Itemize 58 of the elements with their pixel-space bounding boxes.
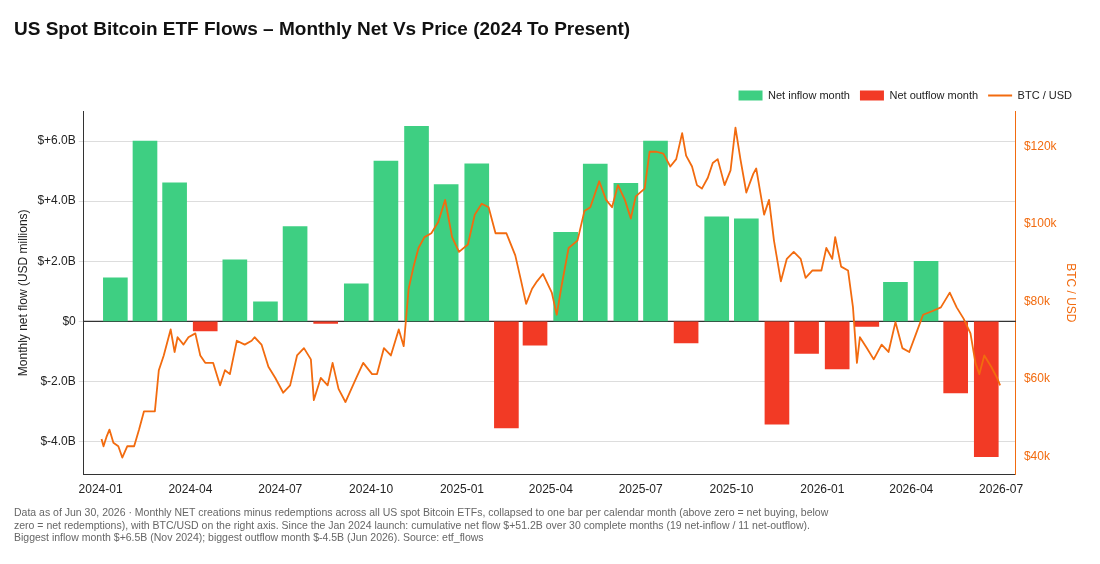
y2-tick-label: $60k	[1023, 371, 1051, 386]
bar	[494, 321, 519, 429]
x-tick-label: 2024-04	[168, 482, 213, 497]
x-tick-label: 2024-10	[349, 482, 394, 497]
bar	[162, 182, 187, 322]
bar	[192, 321, 218, 332]
bar	[643, 140, 668, 322]
bar	[553, 232, 578, 322]
text: Data as of Jun 30, 2026 · Monthly NET creations minus redemptions across all US spot Bitcoin ETFs, collapsed to one bar per calendar month (above zero = net buying, below zero = net redemptions), with BTC/USD on the right axis. Since the Jan 2024 launch: cumulative net flow $+51.2B over 30 complete months (19 net-inflow / 11 net-outflow). Biggest inflow month $+6.5B (Nov 2024); biggest outflow month $-4.5B (Jun 2026). Source: etf_flows	[13, 505, 830, 544]
bar	[913, 260, 939, 322]
x-tick-label: 2025-07	[618, 482, 664, 497]
legend-label: BTC / USD	[1017, 88, 1073, 101]
y-axis-title: Monthly net flow (USD millions)	[15, 209, 30, 377]
y2-tick-label: $120k	[1023, 138, 1058, 153]
x-tick-label: 2026-07	[979, 482, 1024, 497]
bar	[734, 218, 759, 322]
bar	[673, 321, 699, 344]
legend-label: Net outflow month	[889, 88, 979, 101]
x-tick-label: 2024-07	[258, 482, 303, 497]
chart-title: US Spot Bitcoin ETF Flows – Monthly Net Vs Price (2024 To Present)	[13, 17, 632, 41]
y-tick-label: $-2.0B	[40, 373, 76, 388]
bar	[373, 160, 399, 322]
bar	[973, 321, 999, 457]
y2-tick-label: $80k	[1023, 293, 1051, 308]
bar	[522, 321, 548, 346]
bar	[222, 259, 248, 322]
bar	[282, 226, 308, 322]
y2-tick-label: $100k	[1023, 216, 1058, 231]
x-tick-label: 2025-04	[528, 482, 574, 497]
bar	[343, 283, 369, 322]
x-tick-label: 2025-01	[439, 482, 485, 497]
legend-label: Net inflow month	[768, 88, 850, 101]
y2-tick-label: $40k	[1023, 449, 1051, 464]
x-tick-label: 2025-10	[709, 482, 754, 497]
bar	[704, 216, 730, 322]
y2-axis-title: BTC / USD	[1064, 263, 1079, 323]
x-tick-label: 2026-04	[889, 482, 934, 497]
bar	[943, 321, 968, 394]
bar	[854, 321, 880, 327]
y-tick-label: $+4.0B	[37, 193, 76, 208]
bar	[404, 126, 429, 322]
y-tick-label: $0	[62, 313, 77, 328]
y-tick-label: $+2.0B	[37, 253, 76, 268]
bar	[582, 163, 608, 322]
bar	[464, 163, 490, 322]
x-tick-label: 2026-01	[800, 482, 845, 497]
bar	[764, 321, 790, 425]
bar	[132, 140, 158, 322]
bar	[253, 301, 278, 322]
bar	[883, 281, 908, 322]
x-tick-label: 2024-01	[78, 482, 123, 497]
bar	[103, 277, 128, 322]
bar	[794, 321, 819, 354]
y-tick-label: $-4.0B	[40, 433, 76, 448]
y-tick-label: $+6.0B	[37, 133, 76, 148]
bar	[824, 321, 850, 370]
bar	[613, 183, 639, 322]
bar	[433, 184, 459, 322]
